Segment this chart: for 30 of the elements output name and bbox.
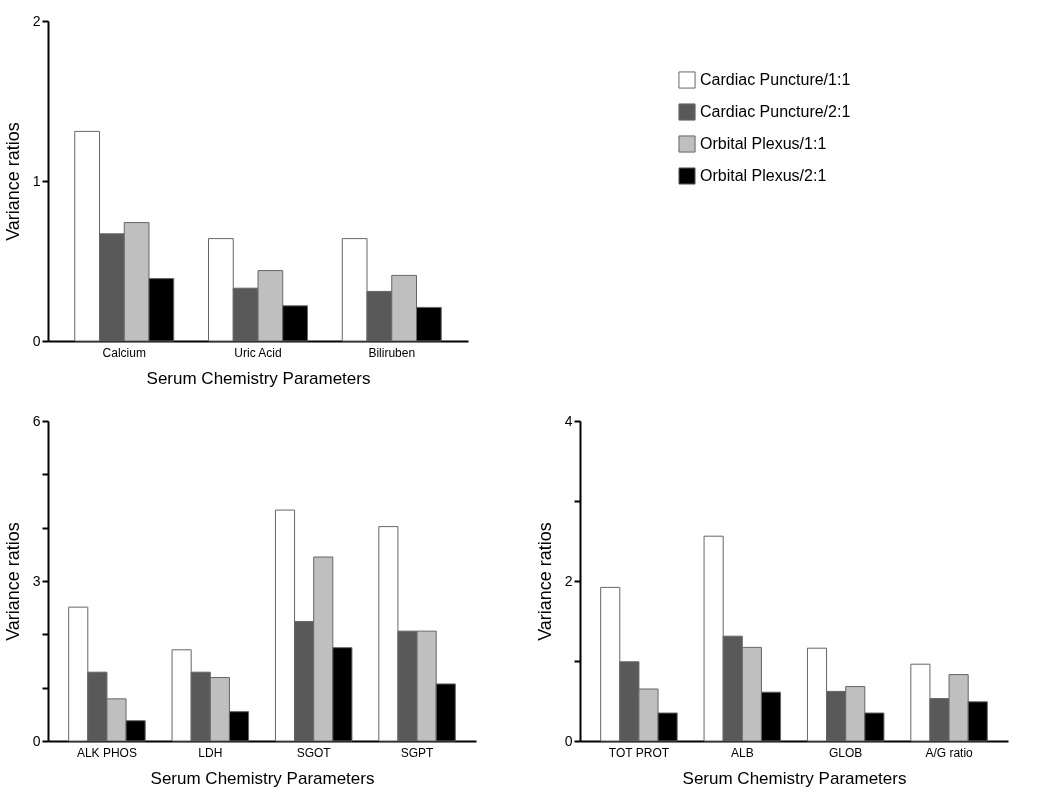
y-tick-label: 0: [564, 732, 573, 749]
y-axis-title: Variance ratios: [2, 122, 23, 241]
x-axis-title: Serum Chemistry Parameters: [682, 768, 907, 788]
x-tick-label: ALK PHOS: [76, 745, 137, 760]
x-tick-label: ALB: [730, 745, 754, 760]
y-tick-label: 4: [564, 412, 573, 429]
x-tick-label: A/G ratio: [925, 745, 974, 760]
y-tick-label: 2: [564, 572, 573, 589]
legend-label: Orbital Plexus/2:1: [700, 167, 827, 184]
y-tick-label: 6: [32, 412, 41, 429]
x-tick-label: TOT PROT: [608, 745, 670, 760]
legend-label: Cardiac Puncture/1:1: [700, 71, 851, 88]
x-tick-label: Biliruben: [368, 345, 416, 360]
x-tick-label: SGOT: [296, 745, 332, 760]
legend-label: Cardiac Puncture/2:1: [700, 103, 851, 120]
x-axis-title: Serum Chemistry Parameters: [150, 768, 375, 788]
y-axis-title: Variance ratios: [534, 522, 555, 641]
x-tick-label: LDH: [198, 745, 223, 760]
y-tick-label: 3: [32, 572, 41, 589]
y-tick-label: 1: [32, 172, 41, 189]
x-tick-label: Calcium: [102, 345, 146, 360]
x-tick-label: Uric Acid: [234, 345, 282, 360]
x-tick-label: GLOB: [829, 745, 863, 760]
y-tick-label: 0: [32, 332, 41, 349]
x-axis-title: Serum Chemistry Parameters: [146, 368, 371, 388]
x-tick-label: SGPT: [400, 745, 435, 760]
legend-label: Orbital Plexus/1:1: [700, 135, 827, 152]
y-tick-label: 0: [32, 732, 41, 749]
y-tick-label: 2: [32, 12, 41, 29]
y-axis-title: Variance ratios: [2, 522, 23, 641]
